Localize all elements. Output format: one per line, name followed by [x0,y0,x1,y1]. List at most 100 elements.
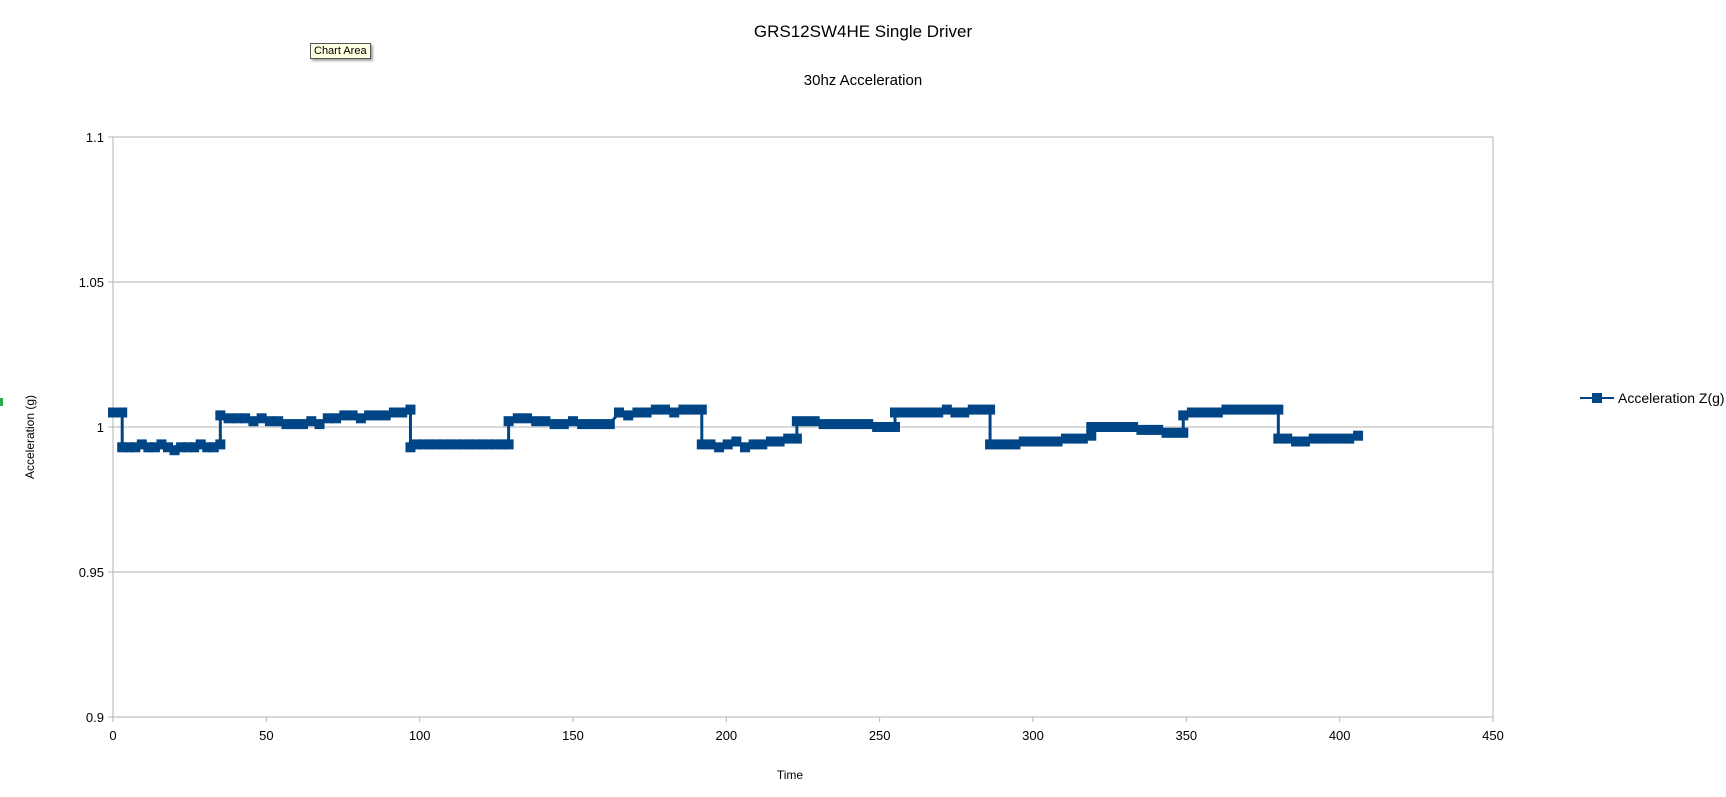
data-point [1178,427,1189,438]
data-point [705,439,716,450]
data-point [669,407,680,418]
data-point [438,439,449,450]
data-point [933,407,944,418]
data-point [907,407,918,418]
data-point [477,439,488,450]
data-point [1094,422,1105,432]
data-point [240,413,251,424]
data-point [1128,422,1139,432]
data-point [1308,433,1319,444]
x-axis-label: Time [776,768,804,782]
data-point [215,410,226,421]
data-point [162,442,173,453]
data-point [1256,404,1267,415]
chart-subtitle: 30hz Acceleration [803,72,923,89]
data-point [1027,436,1038,447]
data-point [765,436,776,447]
data-point [898,407,909,418]
data-point [412,439,423,450]
data-point [1010,439,1021,450]
data-point [722,439,733,450]
data-point [1273,404,1284,415]
data-point [687,404,698,415]
data-point [215,439,226,450]
data-point [1186,407,1197,418]
legend-label: Acceleration Z(g) [1618,390,1725,406]
data-point [380,410,391,421]
data-point [783,433,794,444]
data-point [632,407,643,418]
data-point [924,407,935,418]
x-tick-label: 50 [259,728,273,743]
data-point [1273,433,1284,444]
data-point [431,439,442,450]
data-point [405,442,416,453]
y-tick-label: 1 [97,420,104,435]
data-point [890,422,900,432]
data-point [791,433,802,444]
data-point [483,439,494,450]
x-tick-label: 400 [1329,728,1351,743]
data-point [748,439,759,450]
x-tick-label: 100 [409,728,431,743]
data-point [863,419,874,430]
data-point [1136,424,1147,435]
x-tick-label: 300 [1022,728,1044,743]
data-point [522,413,532,424]
data-point [568,416,578,427]
x-tick-label: 350 [1175,728,1197,743]
data-point [490,439,501,450]
data-point [1102,422,1113,432]
data-point [117,442,128,453]
data-point [577,419,588,430]
y-tick-labels: 1.1 1.05 1 0.95 0.9 [79,130,104,725]
data-point [1344,433,1355,444]
data-point [322,413,333,424]
data-point [1221,404,1232,415]
data-point [364,410,375,421]
data-point [1144,424,1155,435]
selection-handle[interactable] [0,398,3,406]
data-point [1326,433,1337,444]
data-point [457,439,468,450]
data-point [123,442,134,453]
data-point [1086,422,1097,432]
data-point [827,419,838,430]
data-point [397,407,408,418]
x-tick-label: 250 [869,728,891,743]
data-point [1060,433,1071,444]
data-point [444,439,455,450]
data-point [993,439,1004,450]
data-series [108,404,1364,456]
data-point [470,439,481,450]
data-point [881,422,892,432]
data-point [176,442,187,453]
data-point [1001,439,1012,450]
data-point [1086,430,1097,441]
data-point [182,442,193,453]
data-point [985,404,996,415]
data-point [1238,404,1249,415]
data-point [202,442,213,453]
data-point [273,416,284,427]
data-point [740,442,751,453]
data-point [1018,436,1029,447]
data-point [497,439,508,450]
data-point [890,407,900,418]
data-point [595,419,606,430]
data-point [1077,433,1088,444]
x-tick-label: 0 [109,728,116,743]
x-tick-label: 150 [562,728,584,743]
data-point [1153,424,1164,435]
legend[interactable]: Acceleration Z(g) [1580,390,1725,406]
data-point [136,439,147,450]
data-point [1178,410,1189,421]
data-point [418,439,429,450]
data-point [791,416,802,427]
legend-marker-icon [1580,392,1614,404]
data-point [757,439,768,450]
data-point [558,419,569,430]
data-point [696,404,707,415]
data-point [678,404,689,415]
